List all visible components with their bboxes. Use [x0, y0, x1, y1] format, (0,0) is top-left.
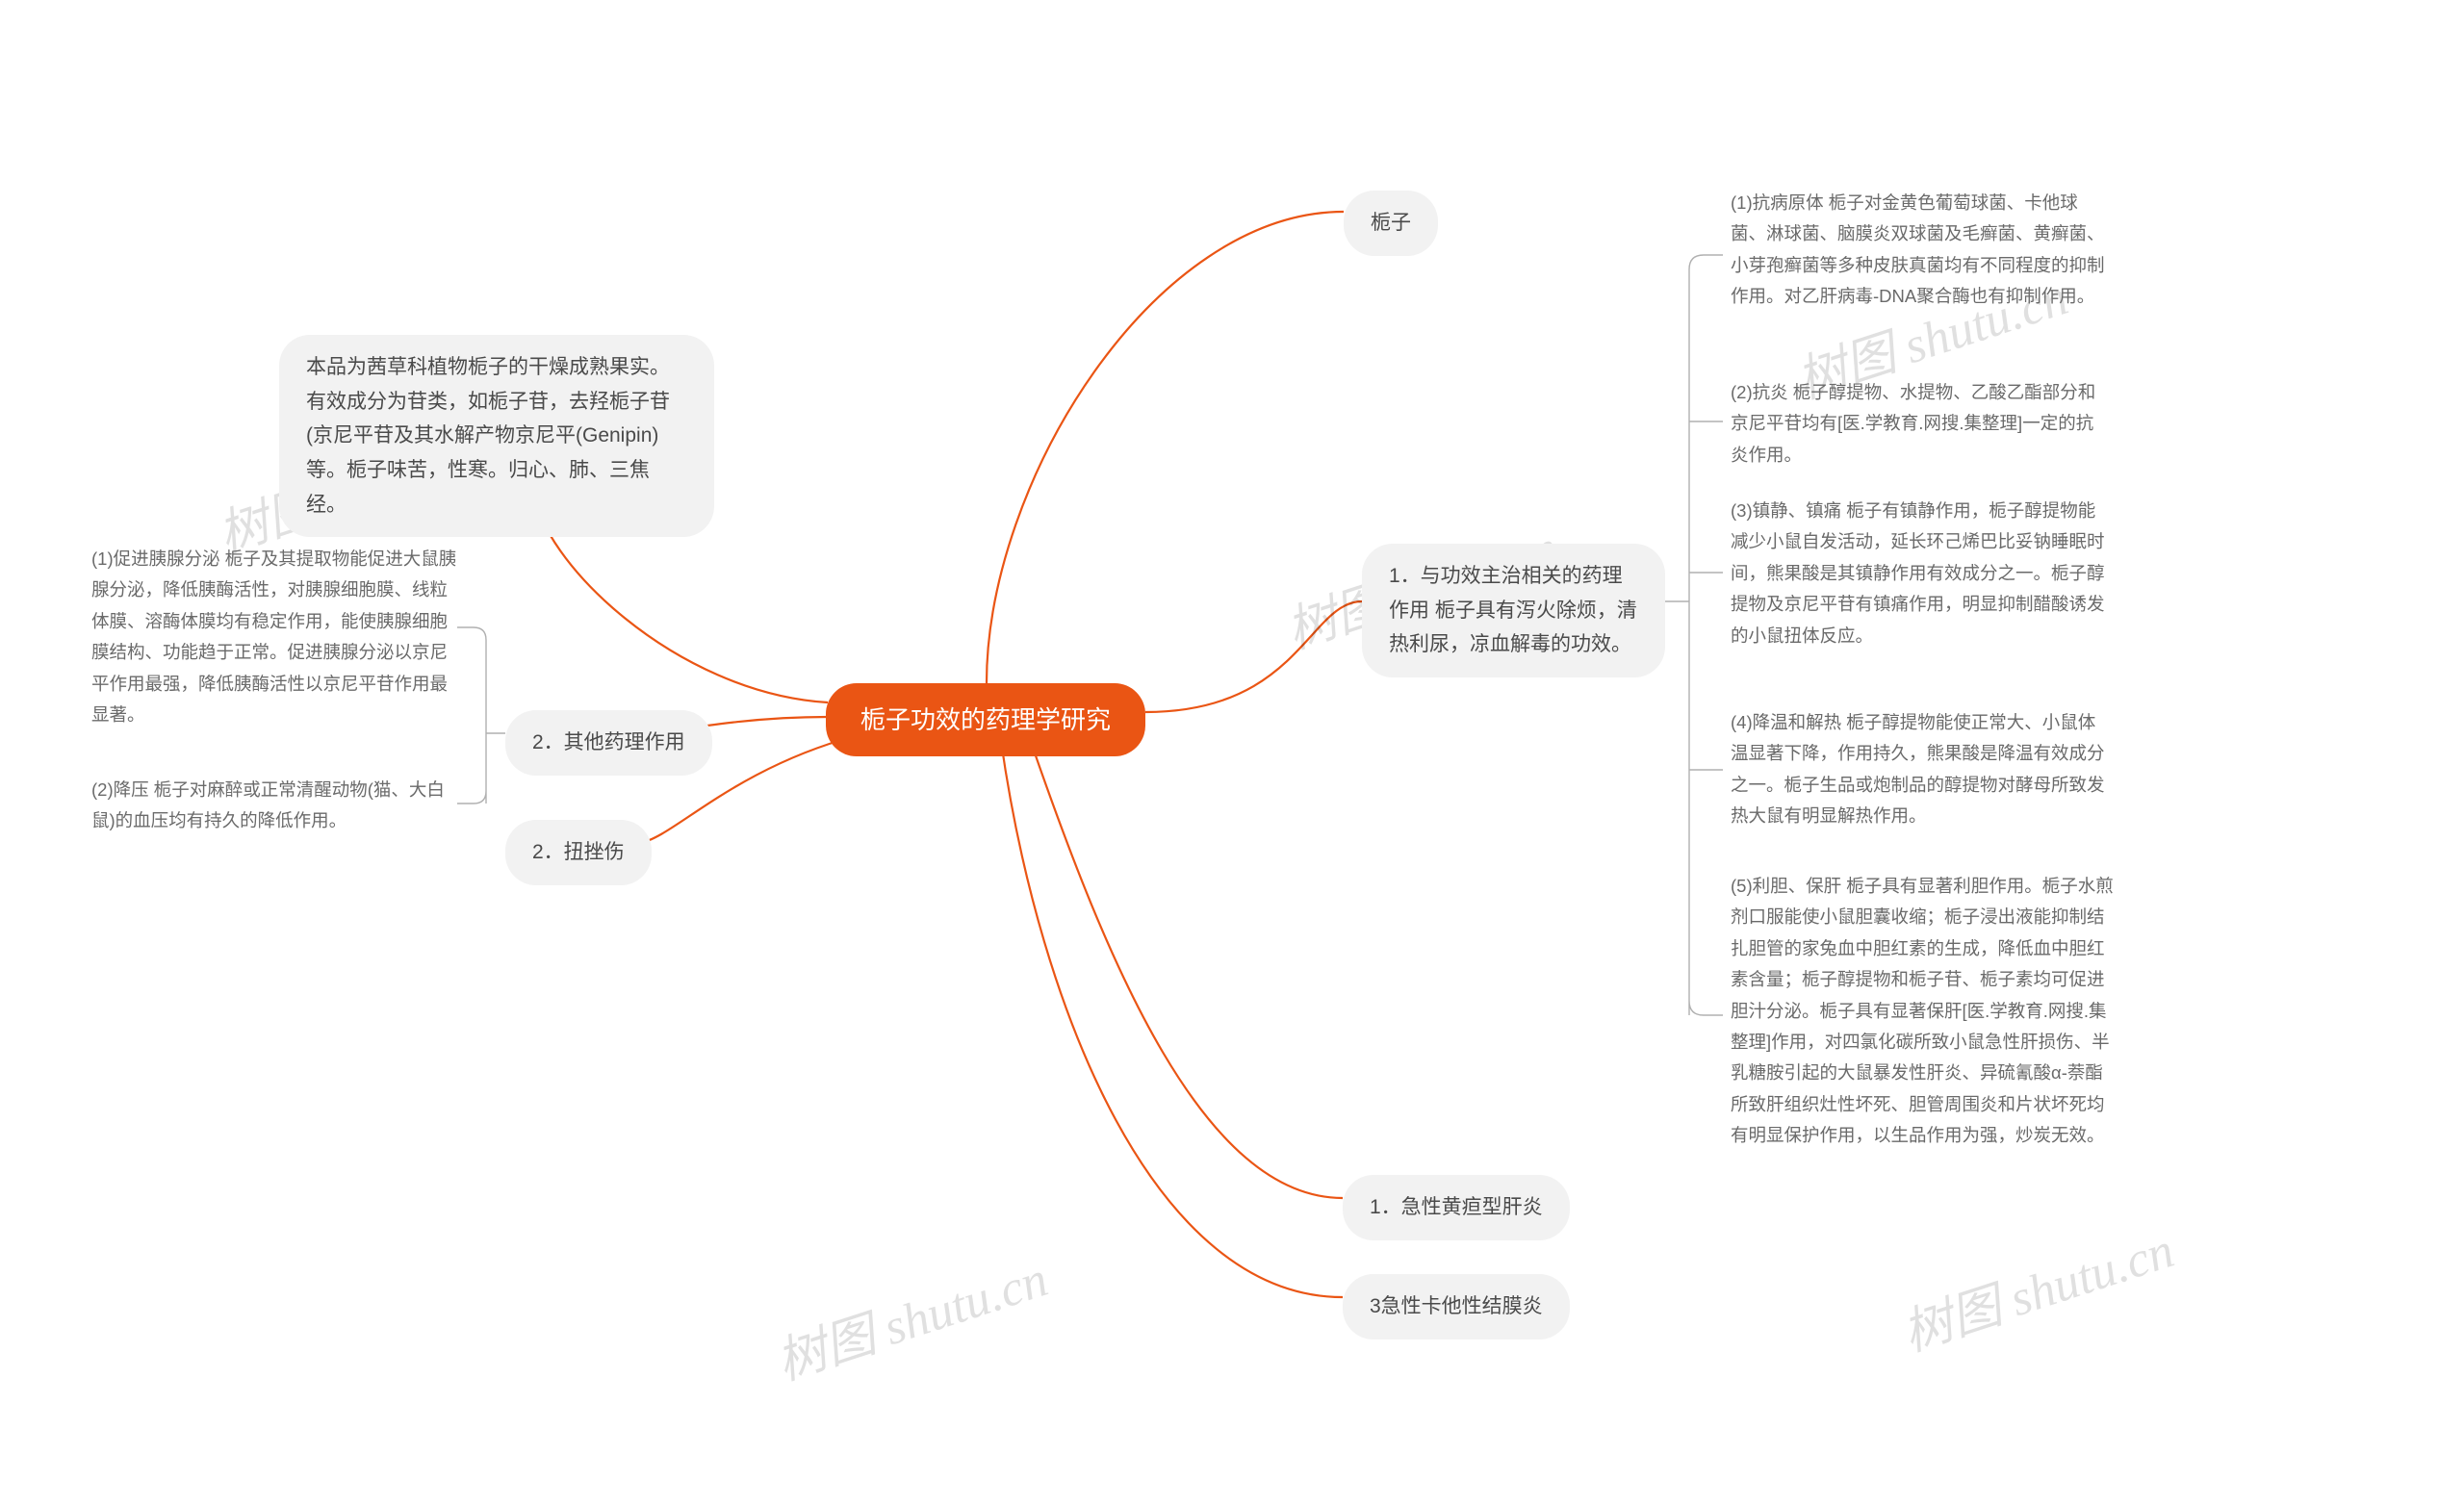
- root-node[interactable]: 栀子功效的药理学研究: [826, 683, 1145, 756]
- node-conjunctivitis[interactable]: 3急性卡他性结膜炎: [1343, 1274, 1570, 1339]
- leaf-blood-pressure: (2)降压 栀子对麻醉或正常清醒动物(猫、大白鼠)的血压均有持久的降低作用。: [91, 775, 462, 837]
- leaf-pancreatic: (1)促进胰腺分泌 栀子及其提取物能促进大鼠胰腺分泌，降低胰酶活性，对胰腺细胞膜…: [91, 544, 462, 730]
- leaf-choleretic: (5)利胆、保肝 栀子具有显著利胆作用。栀子水煎剂口服能使小鼠胆囊收缩；栀子浸出…: [1731, 871, 2116, 1151]
- leaf-anti-inflammatory: (2)抗炎 栀子醇提物、水提物、乙酸乙酯部分和京尼平苷均有[医.学教育.网搜.集…: [1731, 377, 2111, 471]
- node-intro[interactable]: 本品为茜草科植物栀子的干燥成熟果实。有效成分为苷类，如栀子苷，去羟栀子苷(京尼平…: [279, 335, 714, 537]
- node-other-pharm[interactable]: 2．其他药理作用: [505, 710, 712, 776]
- node-pharmacology[interactable]: 1．与功效主治相关的药理作用 栀子具有泻火除烦，清热利尿，凉血解毒的功效。: [1362, 544, 1665, 677]
- leaf-anti-pathogen: (1)抗病原体 栀子对金黄色葡萄球菌、卡他球菌、淋球菌、脑膜炎双球菌及毛癣菌、黄…: [1731, 188, 2111, 313]
- node-zhizi[interactable]: 栀子: [1344, 191, 1438, 256]
- mindmap-canvas: 树图 shutu.cn 树图 shutu.cn 树图 shutu.cn 树图 s…: [0, 0, 2464, 1505]
- leaf-sedative: (3)镇静、镇痛 栀子有镇静作用，栀子醇提物能减少小鼠自发活动，延长环己烯巴比妥…: [1731, 496, 2111, 651]
- node-sprain[interactable]: 2．扭挫伤: [505, 820, 652, 885]
- leaf-antipyretic: (4)降温和解热 栀子醇提物能使正常大、小鼠体温显著下降，作用持久，熊果酸是降温…: [1731, 707, 2111, 832]
- node-hepatitis[interactable]: 1．急性黄疸型肝炎: [1343, 1175, 1570, 1240]
